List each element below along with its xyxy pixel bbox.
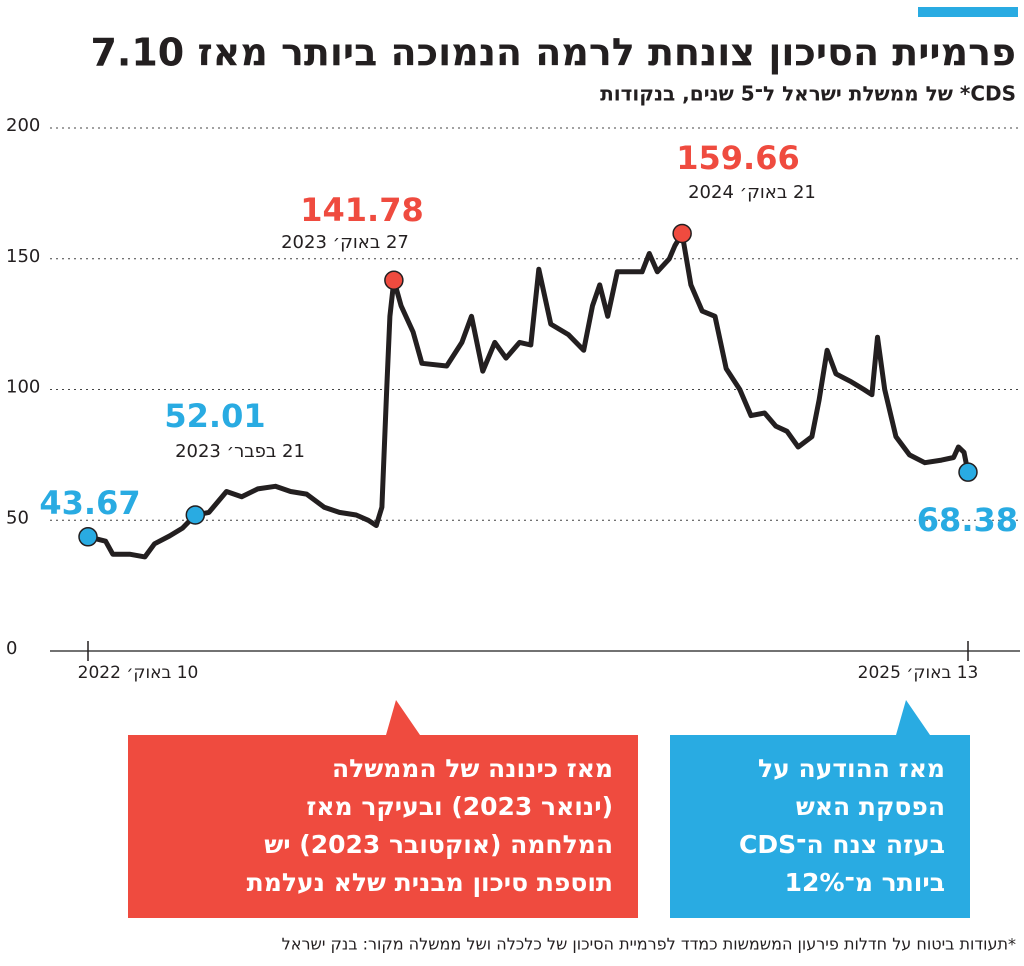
- footnote: *תעודות ביטוח על חדלות פירעון המשמשות כמ…: [282, 935, 1016, 954]
- point-value-label: 43.67: [39, 484, 140, 522]
- highlight-point: [78, 527, 98, 547]
- point-date-label: 27 באוק׳ 2023: [281, 232, 409, 253]
- callout-text: מאז כינונה של הממשלה: [332, 754, 613, 783]
- x-tick-label: 13 באוק׳ 2025: [858, 663, 979, 683]
- callout-text: המלחמה (אוקטובר 2023) יש: [264, 830, 613, 859]
- point-value-label: 68.38: [917, 501, 1018, 539]
- callout-box: [670, 700, 970, 918]
- highlight-point: [185, 505, 206, 525]
- chart-subtitle: CDS* של ממשלת ישראל ל־5 שנים, בנקודות: [600, 82, 1016, 106]
- y-tick-label: 200: [6, 115, 40, 136]
- point-value-label: 141.78: [300, 191, 423, 229]
- y-tick-label: 50: [6, 507, 29, 528]
- callout-text: תוספת סיכון מבנית שלא נעלמת: [247, 868, 613, 897]
- accent-bar: [918, 7, 1018, 17]
- callout-text: הפסקת האש: [796, 792, 945, 821]
- y-tick-label: 0: [6, 638, 17, 659]
- highlight-point: [672, 223, 692, 244]
- callout-text: בעזה צנח ה־CDS: [739, 830, 945, 859]
- x-tick-label: 10 באוק׳ 2022: [78, 663, 199, 683]
- callout-text: (ינואר 2023) ובעיקר מאז: [306, 792, 613, 821]
- point-value-label: 159.66: [676, 139, 799, 177]
- callout-text: ביותר מ־12%: [785, 868, 945, 897]
- highlight-point: [384, 270, 404, 290]
- callout-box: [128, 700, 638, 918]
- chart-title: פרמיית הסיכון צונחת לרמה הנמוכה ביותר מא…: [90, 31, 1016, 75]
- y-tick-label: 100: [6, 377, 40, 398]
- highlight-point: [958, 462, 978, 482]
- point-date-label: 21 בפבר׳ 2023: [175, 441, 305, 462]
- point-value-label: 52.01: [164, 397, 265, 435]
- data-line: [87, 231, 971, 560]
- point-date-label: 21 באוק׳ 2024: [688, 182, 816, 203]
- y-tick-label: 150: [6, 246, 40, 267]
- callout-text: מאז ההודעה על: [758, 754, 945, 783]
